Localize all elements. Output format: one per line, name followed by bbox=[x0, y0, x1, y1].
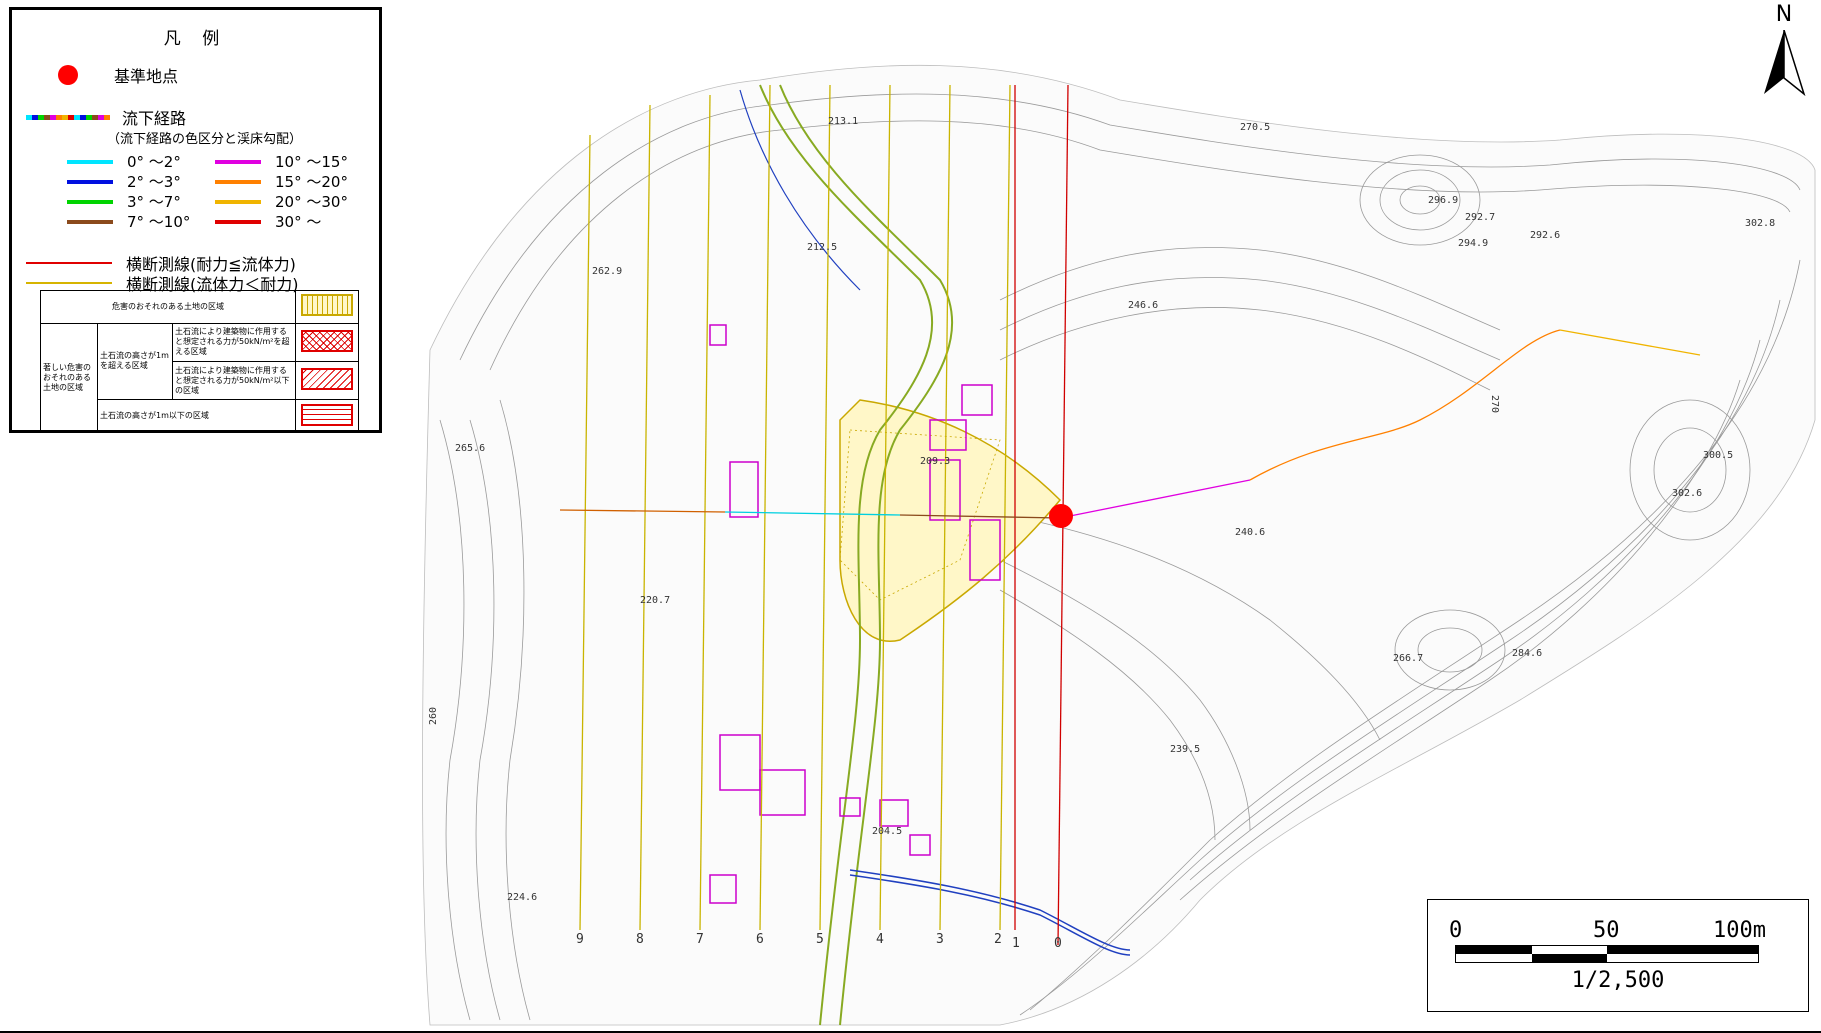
cross-section-number: 2 bbox=[994, 932, 1002, 947]
reference-point[interactable] bbox=[1049, 504, 1073, 528]
elevation-label: 265.6 bbox=[455, 443, 485, 454]
elevation-label: 266.7 bbox=[1393, 653, 1423, 664]
elevation-label: 239.5 bbox=[1170, 744, 1200, 755]
elevation-label: 270.5 bbox=[1240, 122, 1270, 133]
cross-section-number: 7 bbox=[696, 932, 704, 947]
scale-label-0: 0 bbox=[1449, 918, 1463, 943]
elevation-label: 224.6 bbox=[507, 892, 537, 903]
red-dot-icon bbox=[58, 65, 78, 85]
cross-section-number: 8 bbox=[636, 932, 644, 947]
force-over-50-label: 土石流により建築物に作用すると想定される力が50kN/m²を超える区域 bbox=[172, 322, 296, 362]
force-under-50-label: 土石流により建築物に作用すると想定される力が50kN/m²以下の区域 bbox=[172, 360, 296, 401]
severe-hazard-label: 著しい危害のおそれのある土地の区域 bbox=[40, 322, 98, 434]
elevation-label: 284.6 bbox=[1512, 648, 1542, 659]
legend-flow-route: 流下経路 bbox=[26, 105, 186, 129]
elevation-label: 302.6 bbox=[1672, 488, 1702, 499]
elevation-label: 296.9 bbox=[1428, 195, 1458, 206]
bottom-border bbox=[0, 1031, 1821, 1033]
scale-bar bbox=[1455, 945, 1759, 963]
scale-label-100: 100m bbox=[1713, 918, 1766, 943]
scale-bar-box: 0 50 100m 1/2,500 bbox=[1427, 899, 1809, 1012]
reference-point-label: 基準地点 bbox=[114, 67, 179, 86]
swatch-red-icon bbox=[215, 219, 261, 224]
elevation-label: 246.6 bbox=[1128, 300, 1158, 311]
cross-section-numbers: 9 8 7 6 5 4 3 2 1 0 bbox=[576, 932, 1062, 951]
cross-section-number: 4 bbox=[876, 932, 884, 947]
scale-label-50: 50 bbox=[1593, 918, 1620, 943]
cross-section-number: 0 bbox=[1054, 936, 1062, 951]
multicolor-route-icon bbox=[26, 114, 110, 120]
gradient-3: 7° 〜10° bbox=[67, 211, 190, 232]
swatch-magenta-icon bbox=[215, 159, 261, 164]
gradient-7: 30° 〜 bbox=[215, 211, 321, 232]
elevation-label: 292.6 bbox=[1530, 230, 1560, 241]
gradient-0: 0° 〜2° bbox=[67, 151, 181, 172]
cross-section-number: 3 bbox=[936, 932, 944, 947]
gradient-1: 2° 〜3° bbox=[67, 171, 181, 192]
swatch-green-icon bbox=[67, 199, 113, 204]
elevation-label: 292.7 bbox=[1465, 212, 1495, 223]
cross-section-number: 5 bbox=[816, 932, 824, 947]
elevation-label: 300.5 bbox=[1703, 450, 1733, 461]
hazard-zone-channel bbox=[839, 429, 1001, 601]
swatch-brown-icon bbox=[67, 219, 113, 224]
elevation-label: 213.1 bbox=[828, 116, 858, 127]
red-diagonal-hatch-icon bbox=[301, 368, 353, 391]
elevation-label: 262.9 bbox=[592, 266, 622, 277]
elevation-label: 270 bbox=[1489, 395, 1500, 413]
swatch-blue-icon bbox=[67, 179, 113, 184]
north-arrow-icon bbox=[1764, 30, 1806, 96]
red-crosshatch-icon bbox=[301, 329, 353, 352]
height-over-1m-label: 土石流の高さが1mを超える区域 bbox=[97, 322, 173, 401]
swatch-cyan-icon bbox=[67, 159, 113, 164]
gradient-5: 15° 〜20° bbox=[215, 171, 348, 192]
north-arrow: N bbox=[1760, 2, 1808, 96]
legend-title: 凡 例 bbox=[163, 29, 228, 49]
contour-lines bbox=[422, 64, 1816, 1026]
stream-channel bbox=[739, 84, 1131, 1026]
gradient-6: 20° 〜30° bbox=[215, 191, 348, 212]
legend: 凡 例 基準地点 流下経路 （流下経路の色区分と渓床勾配） 0° 〜2° 2° … bbox=[9, 7, 382, 434]
north-label: N bbox=[1775, 2, 1793, 27]
flow-route-note: （流下経路の色区分と渓床勾配） bbox=[107, 132, 303, 147]
red-horizontal-hatch-icon bbox=[301, 403, 353, 426]
gradient-2: 3° 〜7° bbox=[67, 191, 181, 212]
cross-section-number: 9 bbox=[576, 932, 584, 947]
cross-section-number: 6 bbox=[756, 932, 764, 947]
cross-section-number: 1 bbox=[1012, 936, 1020, 951]
elevation-label: 240.6 bbox=[1235, 527, 1265, 538]
scale-ratio: 1/2,500 bbox=[1571, 968, 1665, 993]
red-line-icon bbox=[26, 262, 112, 264]
elevation-labels: 213.1 270.5 296.9 292.7 294.9 292.6 302.… bbox=[428, 116, 1775, 903]
elevation-label: 204.5 bbox=[872, 826, 902, 837]
legend-cross-section-yellow: 横断測線(流体力＜耐力) bbox=[26, 271, 299, 295]
hazard-area-label: 危害のおそれのある土地の区域 bbox=[40, 290, 296, 324]
swatch-orange-icon bbox=[215, 179, 261, 184]
elevation-label: 212.5 bbox=[807, 242, 837, 253]
legend-cross-section-red: 横断測線(耐力≦流体力) bbox=[26, 251, 296, 275]
legend-reference-point: 基準地点 bbox=[58, 63, 178, 87]
elevation-label: 260 bbox=[428, 707, 439, 725]
elevation-label: 220.7 bbox=[640, 595, 670, 606]
flow-route-label: 流下経路 bbox=[122, 109, 187, 128]
elevation-label: 294.9 bbox=[1458, 238, 1488, 249]
flow-route bbox=[559, 329, 1701, 519]
zone-table: 危害のおそれのある土地の区域 著しい危害のおそれのある土地の区域 土石流の高さが… bbox=[40, 290, 359, 434]
cross-sections-yellow bbox=[579, 84, 1011, 931]
yellow-line-icon bbox=[26, 282, 112, 284]
yellow-hatch-icon bbox=[301, 294, 353, 317]
swatch-yellow-icon bbox=[215, 199, 261, 204]
height-under-1m-label: 土石流の高さが1m以下の区域 bbox=[97, 399, 296, 433]
elevation-label: 302.8 bbox=[1745, 218, 1775, 229]
gradient-4: 10° 〜15° bbox=[215, 151, 348, 172]
elevation-label: 209.3 bbox=[920, 456, 950, 467]
